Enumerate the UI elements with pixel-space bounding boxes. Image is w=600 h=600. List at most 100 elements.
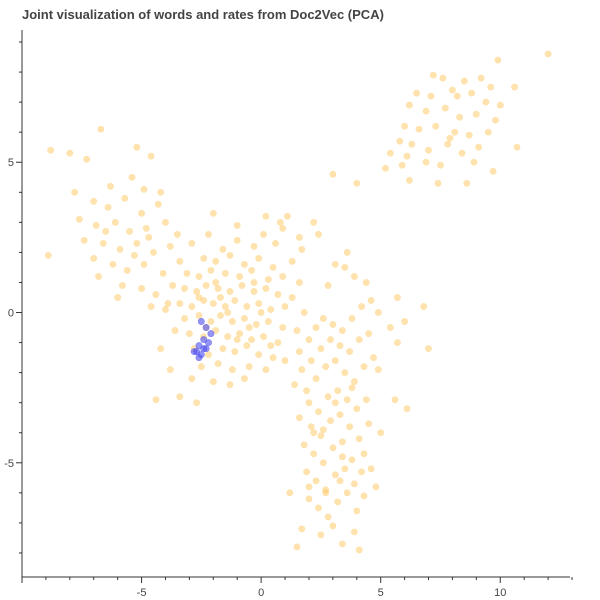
word-point [341, 263, 349, 271]
word-point [279, 323, 287, 331]
points-layer [44, 50, 552, 554]
word-point [458, 149, 466, 157]
word-point [195, 293, 203, 301]
word-point [403, 405, 411, 413]
word-point [350, 272, 358, 280]
word-point [183, 269, 191, 277]
word-point [283, 212, 291, 220]
word-point [353, 507, 361, 515]
word-point [102, 227, 110, 235]
word-point [386, 149, 394, 157]
word-point [138, 284, 146, 292]
word-point [133, 239, 141, 247]
x-tick-label: 0 [258, 587, 264, 599]
word-point [305, 399, 313, 407]
word-point [166, 366, 174, 374]
word-point [298, 525, 306, 533]
word-point [303, 387, 311, 395]
word-point [99, 239, 107, 247]
word-point [307, 423, 315, 431]
word-point [298, 245, 306, 253]
word-point [355, 435, 363, 443]
word-point [83, 155, 91, 163]
word-point [193, 399, 201, 407]
word-point [71, 188, 79, 196]
word-point [233, 236, 241, 244]
word-point [226, 251, 234, 259]
word-point [257, 308, 265, 316]
word-point [303, 468, 311, 476]
word-point [456, 113, 464, 121]
word-point [348, 314, 356, 322]
series-2 [190, 317, 215, 362]
word-point [114, 293, 122, 301]
word-point [405, 176, 413, 184]
word-point [408, 140, 416, 148]
word-point [295, 348, 303, 356]
word-point [150, 248, 158, 256]
word-point [264, 317, 272, 325]
word-point [314, 408, 322, 416]
word-point [341, 369, 349, 377]
word-point [243, 342, 251, 350]
word-point [233, 221, 241, 229]
word-point [317, 432, 325, 440]
word-point [236, 272, 244, 280]
word-point [269, 354, 277, 362]
word-point [348, 384, 356, 392]
word-point [448, 86, 456, 94]
word-point [233, 336, 241, 344]
word-point [181, 314, 189, 322]
word-point [331, 471, 339, 479]
word-point [176, 393, 184, 401]
word-point [319, 459, 327, 467]
word-point [372, 483, 380, 491]
word-point [75, 215, 83, 223]
word-point [403, 152, 411, 160]
word-point [185, 330, 193, 338]
word-point [152, 290, 160, 298]
word-point [207, 317, 215, 325]
word-point [336, 477, 344, 485]
word-point [128, 173, 136, 181]
word-point [439, 74, 447, 82]
word-point [358, 468, 366, 476]
word-point [90, 197, 98, 205]
word-point [350, 480, 358, 488]
word-point [334, 387, 342, 395]
word-point [465, 131, 473, 139]
word-point [475, 143, 483, 151]
word-point [367, 296, 375, 304]
word-point [202, 281, 210, 289]
word-point [326, 336, 334, 344]
word-point [228, 317, 236, 325]
word-point [472, 110, 480, 118]
word-point [413, 89, 421, 97]
word-point [145, 233, 153, 241]
word-point [305, 495, 313, 503]
word-point [374, 308, 382, 316]
word-point [152, 396, 160, 404]
word-point [360, 492, 368, 500]
word-point [293, 326, 301, 334]
x-tick-label: 10 [494, 587, 506, 599]
word-point [317, 345, 325, 353]
word-point [200, 296, 208, 304]
word-point [274, 339, 282, 347]
word-point [386, 323, 394, 331]
word-point [331, 399, 339, 407]
word-point [133, 143, 141, 151]
word-point [164, 299, 172, 307]
word-point [314, 504, 322, 512]
word-point [424, 345, 432, 353]
word-point [358, 302, 366, 310]
word-point [338, 438, 346, 446]
word-point [324, 393, 332, 401]
y-tick-label: 5 [8, 157, 14, 169]
axes-layer: -5 0 5 10 -5 0 5 [4, 30, 573, 599]
word-point [391, 396, 399, 404]
word-point [288, 293, 296, 301]
word-point [90, 254, 98, 262]
word-point [197, 363, 205, 371]
word-point [200, 254, 208, 262]
